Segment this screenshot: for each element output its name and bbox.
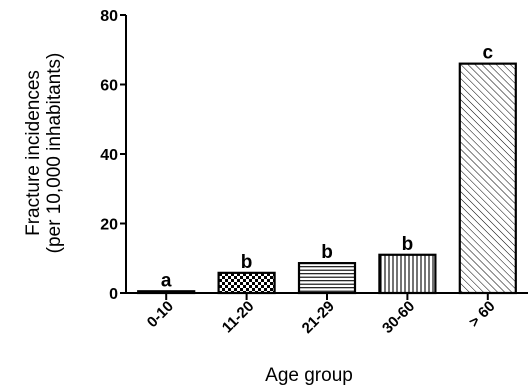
bars-group: a b b b c	[137, 43, 517, 295]
y-axis-label-line2: (per 10,000 inhabitants)	[44, 53, 65, 254]
bar-21-29	[297, 262, 357, 295]
x-axis: 0-10 11-20 21-29 30-60 > 60	[144, 293, 499, 337]
y-axis: 0 20 40 60 80	[100, 8, 126, 303]
x-tick-label: 21-29	[299, 298, 338, 337]
x-tick-label: > 60	[466, 298, 499, 331]
y-axis-label-line1: Fracture incidences	[23, 70, 44, 236]
y-tick-label: 40	[100, 147, 118, 164]
y-tick-label: 60	[100, 78, 118, 95]
bar-annotation: b	[402, 234, 414, 255]
y-tick-label: 0	[109, 286, 118, 303]
bar-annotation: c	[483, 43, 494, 64]
bar-11-20	[217, 271, 276, 295]
y-tick-label: 80	[100, 8, 118, 25]
x-tick-label: 11-20	[219, 298, 258, 337]
bar-annotation: b	[321, 242, 333, 263]
x-axis-label: Age group	[265, 365, 353, 386]
x-tick-label: 30-60	[379, 298, 418, 337]
y-axis-label: Fracture incidences (per 10,000 inhabita…	[23, 53, 65, 254]
x-tick-label: 0-10	[144, 298, 177, 331]
bar-60	[458, 62, 517, 295]
bar-30-60	[378, 253, 437, 295]
bar-annotation: b	[241, 252, 253, 273]
bar-annotation: a	[161, 270, 172, 291]
y-tick-label: 20	[100, 217, 118, 234]
